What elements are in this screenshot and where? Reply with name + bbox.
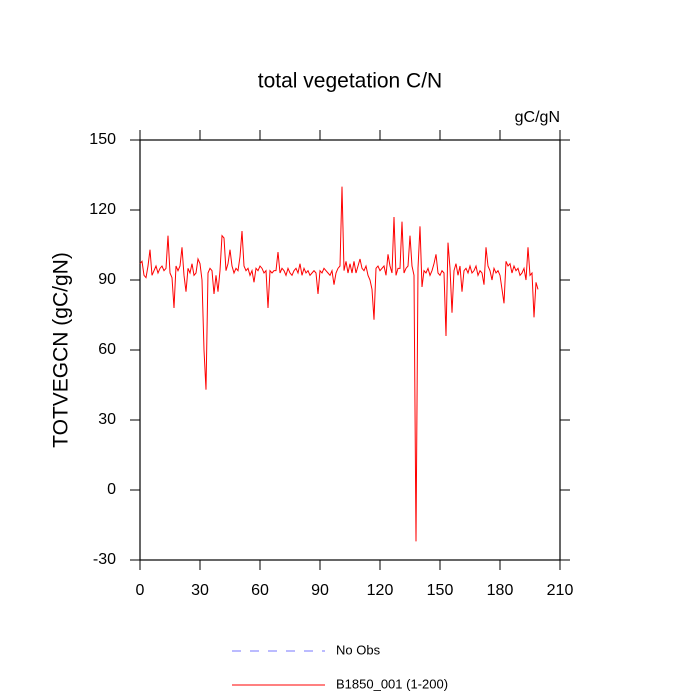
plot-frame xyxy=(139,139,561,561)
x-tick-label: 210 xyxy=(547,582,574,599)
data-line xyxy=(139,186,539,542)
y-tick-label: 150 xyxy=(89,131,116,148)
x-tick-label: 60 xyxy=(251,582,269,599)
legend-label: No Obs xyxy=(336,642,381,657)
y-tick-label: 90 xyxy=(98,271,116,288)
units-label: gC/gN xyxy=(515,109,560,126)
x-tick-label: 30 xyxy=(191,582,209,599)
y-tick-label: -30 xyxy=(93,551,116,568)
y-tick-label: 0 xyxy=(107,481,116,498)
x-tick-label: 150 xyxy=(427,582,454,599)
x-tick-label: 90 xyxy=(311,582,329,599)
y-tick-label: 60 xyxy=(98,341,116,358)
x-tick-label: 120 xyxy=(367,582,394,599)
x-tick-label: 180 xyxy=(487,582,514,599)
y-tick-label: 120 xyxy=(89,201,116,218)
y-tick-label: 30 xyxy=(98,411,116,428)
legend-label: B1850_001 (1-200) xyxy=(336,676,448,691)
chart-title: total vegetation C/N xyxy=(258,70,442,93)
y-axis-label: TOTVEGCN (gC/gN) xyxy=(50,252,73,448)
x-tick-label: 0 xyxy=(136,582,145,599)
